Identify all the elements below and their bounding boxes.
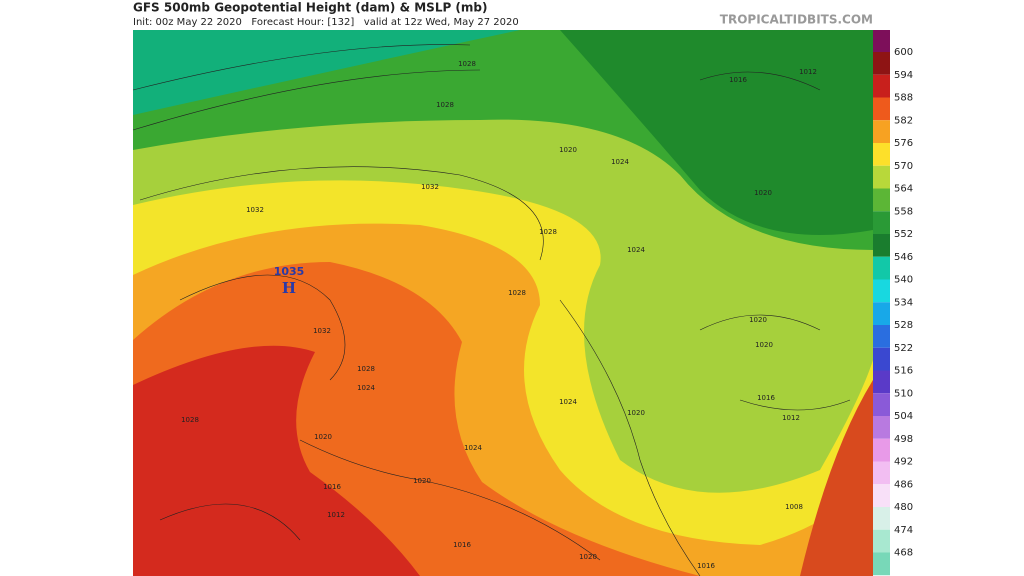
isobar-label: 1024 <box>357 384 375 392</box>
colorbar-segment <box>873 120 890 143</box>
isobar-label: 1020 <box>559 146 577 154</box>
isobar-label: 1012 <box>799 68 817 76</box>
field-band <box>133 30 520 115</box>
isobar-label: 1020 <box>754 189 772 197</box>
colorbar-segment <box>873 393 890 416</box>
colorbar-label: 468 <box>894 548 913 559</box>
high-value: 1035 <box>274 265 305 278</box>
isobar-label: 1020 <box>627 409 645 417</box>
isobar-label: 1028 <box>508 289 526 297</box>
colorbar-segment <box>873 143 890 166</box>
isobar-label: 1020 <box>749 316 767 324</box>
colorbar-segment <box>873 165 890 189</box>
colorbar-label: 510 <box>894 388 913 399</box>
isobar-label: 1024 <box>627 246 645 254</box>
isobar-label: 1024 <box>559 398 577 406</box>
colorbar-segment <box>873 552 890 576</box>
colorbar-label: 540 <box>894 275 913 286</box>
colorbar-segment <box>873 188 890 212</box>
isobar-label: 1028 <box>357 365 375 373</box>
colorbar-label: 516 <box>894 366 913 377</box>
colorbar-segment <box>873 234 890 257</box>
high-label: H <box>282 279 296 297</box>
isobar-label: 1032 <box>246 206 264 214</box>
colorbar-label: 558 <box>894 206 913 217</box>
colorbar-segment <box>873 347 890 371</box>
colorbar-label: 582 <box>894 115 913 126</box>
title: GFS 500mb Geopotential Height (dam) & MS… <box>133 1 488 15</box>
colorbar-label: 522 <box>894 343 913 354</box>
colorbar-segment <box>873 438 890 462</box>
isobar-labels: 1028 1028 1020 1024 1016 1012 1032 1032 1028 1020… <box>181 60 817 570</box>
colorbar-label: 552 <box>894 229 913 240</box>
isobar-label: 1028 <box>436 101 454 109</box>
subtitle: Init: 00z May 22 2020 Forecast Hour: [13… <box>133 17 519 28</box>
isobar-label: 1024 <box>611 158 629 166</box>
colorbar-label: 492 <box>894 457 913 468</box>
colorbar-label: 546 <box>894 252 913 263</box>
isobar-label: 1008 <box>785 503 803 511</box>
isobar-label: 1020 <box>755 341 773 349</box>
colorbar-label: 594 <box>894 70 913 81</box>
colorbar-label: 576 <box>894 138 913 149</box>
isobar-label: 1016 <box>697 562 715 570</box>
colorbar-segment <box>873 325 890 348</box>
map: 1035 H 102810281020102410161012103210321… <box>132 30 873 576</box>
isobar-label: 1032 <box>421 183 439 191</box>
colorbar-label: 504 <box>894 411 913 422</box>
watermark: TROPICALTIDBITS.COM <box>720 13 873 27</box>
isobar-label: 1028 <box>539 228 557 236</box>
colorbar-label: 528 <box>894 320 913 331</box>
colorbar-label: 534 <box>894 297 913 308</box>
isobar-label: 1020 <box>413 477 431 485</box>
isobar-label: 1016 <box>323 483 341 491</box>
colorbar-segment <box>873 416 890 439</box>
contours <box>132 44 851 576</box>
field-band <box>800 380 873 576</box>
isobar-label: 1012 <box>782 414 800 422</box>
colorbar-label: 588 <box>894 93 913 104</box>
colorbar: 600 594 588 582 576 570 564 558 552 546 540 534 528 5… <box>873 30 913 576</box>
colorbar-segment <box>873 370 890 394</box>
isobar-label: 1024 <box>464 444 482 452</box>
colorbar-segment <box>873 97 890 121</box>
colorbar-segment <box>873 302 890 325</box>
colorbar-segment <box>873 529 890 553</box>
isobar-label: 1020 <box>579 553 597 561</box>
colorbar-segment <box>873 507 890 530</box>
isobar-label: 1028 <box>458 60 476 68</box>
field-band <box>560 30 873 235</box>
colorbar-segment <box>873 461 890 485</box>
colorbar-label: 486 <box>894 479 913 490</box>
colorbar-label: 480 <box>894 502 913 513</box>
colorbar-label: 600 <box>894 47 913 58</box>
isobar-label: 1028 <box>181 416 199 424</box>
colorbar-label: 564 <box>894 184 913 195</box>
colorbar-segment <box>873 211 890 234</box>
colorbar-label: 570 <box>894 161 913 172</box>
colorbar-label: 498 <box>894 434 913 445</box>
isobar-label: 1016 <box>757 394 775 402</box>
colorbar-segment <box>873 484 890 507</box>
isobar-label: 1032 <box>313 327 331 335</box>
isobar-label: 1020 <box>314 433 332 441</box>
isobar-label: 1016 <box>729 76 747 84</box>
colorbar-segment <box>873 256 890 280</box>
field-band <box>133 345 420 576</box>
colorbar-segment <box>873 74 890 98</box>
colorbar-segment <box>873 30 890 52</box>
colorbar-segment <box>873 279 890 303</box>
colorbar-segment <box>873 52 890 75</box>
colorbar-label: 474 <box>894 525 913 536</box>
isobar-label: 1012 <box>327 511 345 519</box>
isobar-label: 1016 <box>453 541 471 549</box>
